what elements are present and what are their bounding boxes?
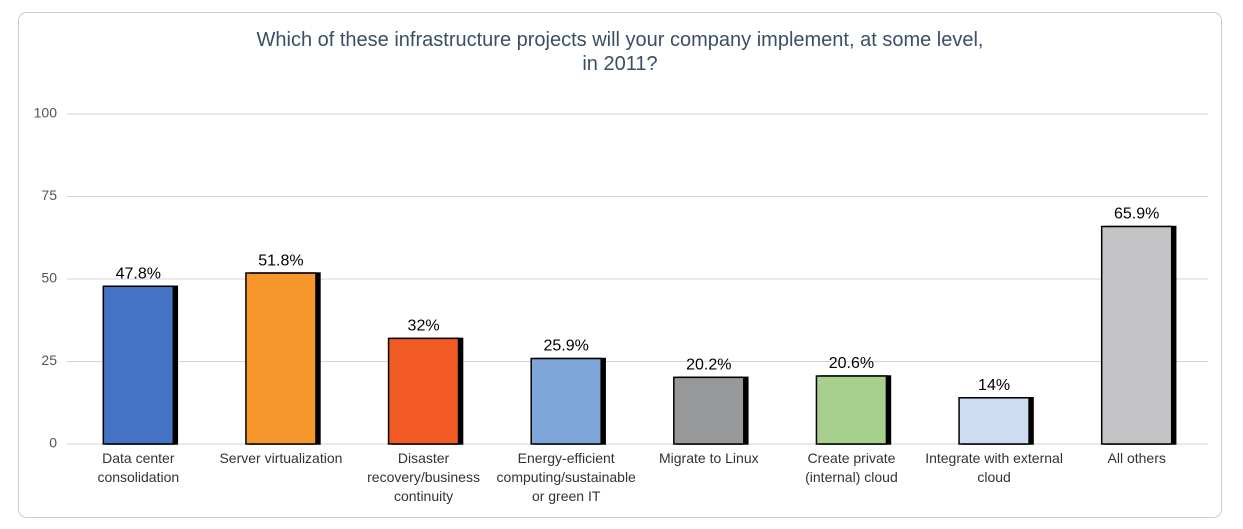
value-label: 20.6% [829, 355, 874, 372]
bar [815, 375, 888, 445]
value-label: 14% [978, 377, 1010, 394]
x-tick-label: Create private (internal) cloud [805, 450, 898, 485]
bar [102, 285, 175, 445]
x-tick-label: Integrate with external cloud [925, 450, 1063, 485]
x-tick-label: Data center consolidation [97, 450, 180, 485]
y-tick-label: 75 [41, 187, 57, 203]
bar [245, 272, 317, 445]
y-tick-label: 25 [41, 352, 57, 368]
x-tick-label: Server virtualization [219, 450, 343, 466]
x-tick-label: All others [1107, 450, 1166, 466]
x-tick-label: Disaster recovery/business continuity [367, 450, 480, 504]
value-label: 32% [408, 318, 440, 335]
value-label: 20.2% [686, 357, 731, 374]
y-tick-label: 0 [49, 435, 57, 451]
bar [387, 337, 460, 445]
value-label: 25.9% [544, 338, 589, 355]
value-label: 51.8% [258, 252, 303, 269]
bar [958, 397, 1030, 445]
x-tick-label: Energy-efficient computing/sustainable o… [496, 450, 636, 504]
chart-title: Which of these infrastructure projects w… [256, 29, 984, 75]
y-tick-label: 100 [34, 105, 58, 121]
value-label: 47.8% [116, 265, 161, 282]
x-tick-label: Migrate to Linux [659, 450, 759, 466]
chart-frame [18, 12, 1222, 518]
bar [530, 357, 602, 445]
value-label: 65.9% [1114, 206, 1159, 223]
bar [1100, 225, 1173, 445]
bar [673, 376, 745, 445]
y-tick-label: 50 [41, 270, 57, 286]
